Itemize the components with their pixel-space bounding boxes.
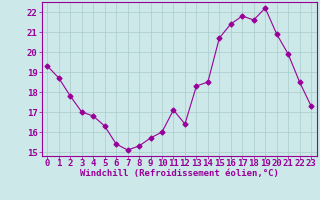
X-axis label: Windchill (Refroidissement éolien,°C): Windchill (Refroidissement éolien,°C) [80,169,279,178]
